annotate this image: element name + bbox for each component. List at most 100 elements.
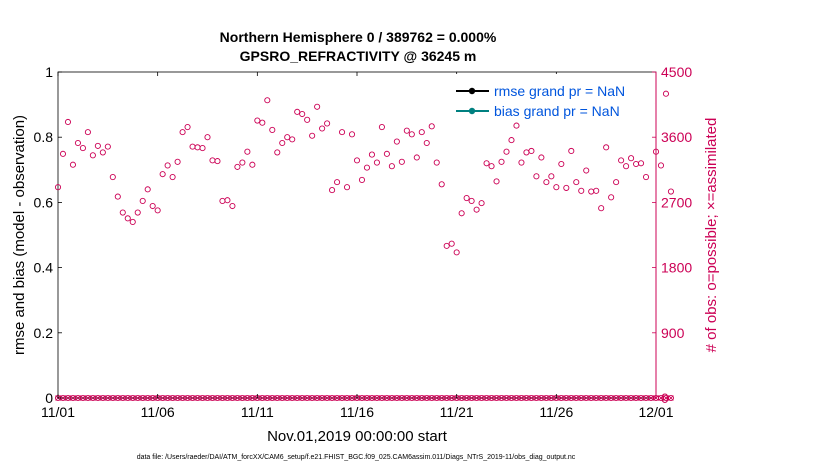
obs-assimilated-point: [468, 395, 475, 401]
x-tick-label: 11/21: [440, 404, 474, 420]
obs-assimilated-point: [359, 395, 365, 401]
obs-possible-point: [428, 123, 435, 130]
obs-possible-point: [244, 148, 251, 155]
obs-possible-point: [204, 134, 211, 141]
obs-assimilated-point: [523, 395, 530, 401]
obs-assimilated-point: [374, 395, 380, 401]
obs-possible-point: [533, 173, 540, 180]
obs-assimilated-point: [214, 395, 221, 401]
obs-assimilated-point: [249, 395, 256, 401]
obs-assimilated-point: [105, 395, 111, 401]
obs-assimilated-point: [503, 395, 510, 401]
obs-possible-point: [618, 157, 625, 164]
obs-possible-point: [144, 186, 151, 193]
obs-assimilated-point: [85, 395, 91, 401]
obs-assimilated-point: [125, 395, 131, 401]
obs-possible-point: [343, 184, 351, 191]
obs-assimilated-point: [563, 395, 570, 401]
obs-possible-point: [408, 131, 415, 138]
obs-assimilated-point: [244, 395, 251, 401]
obs-possible-point: [593, 187, 600, 194]
obs-assimilated-point: [110, 395, 116, 401]
obs-assimilated-point: [608, 395, 614, 401]
obs-possible-point: [528, 147, 535, 155]
obs-possible-point: [453, 249, 460, 256]
obs-assimilated-point: [229, 395, 236, 401]
obs-possible-point: [448, 240, 455, 247]
y-left-tick-label: 0.2: [34, 325, 54, 341]
obs-assimilated-point: [324, 395, 330, 401]
obs-possible-point: [179, 129, 186, 136]
obs-assimilated-point: [618, 395, 624, 401]
obs-possible-point: [378, 124, 385, 131]
obs-assimilated-point: [120, 395, 126, 401]
obs-possible-point: [473, 206, 480, 213]
obs-possible-point: [189, 143, 196, 150]
obs-assimilated-point: [115, 395, 121, 401]
obs-possible-point: [493, 178, 500, 185]
obs-possible-point: [642, 173, 650, 181]
obs-possible-point: [329, 187, 336, 194]
obs-possible-point: [114, 193, 121, 200]
obs-possible-point: [324, 120, 331, 127]
obs-possible-point: [388, 163, 395, 170]
obs-possible-point: [229, 202, 236, 210]
x-tick-label: 11/16: [340, 404, 374, 420]
obs-assimilated-point: [349, 395, 355, 401]
obs-possible-point: [523, 149, 530, 156]
obs-possible-point: [468, 197, 475, 205]
obs-possible-point: [563, 184, 570, 191]
obs-assimilated-point: [100, 395, 106, 401]
obs-markers: [54, 90, 675, 402]
legend-bias-label: bias grand pr = NaN: [494, 103, 620, 119]
obs-possible-point: [314, 103, 321, 110]
obs-possible-point: [219, 197, 226, 205]
obs-assimilated-point: [628, 395, 634, 401]
obs-possible-point: [269, 126, 276, 134]
obs-assimilated-point: [339, 395, 345, 401]
obs-assimilated-point: [394, 395, 400, 401]
obs-possible-point: [129, 218, 136, 226]
obs-possible-point: [638, 160, 645, 167]
obs-possible-point: [54, 184, 62, 191]
obs-assimilated-point: [488, 395, 495, 401]
obs-assimilated-point: [583, 395, 589, 401]
obs-assimilated-point: [638, 395, 644, 401]
obs-possible-point: [363, 164, 371, 171]
obs-assimilated-point: [75, 395, 81, 401]
obs-assimilated-point: [189, 395, 196, 401]
obs-possible-zero-point: [667, 394, 675, 402]
obs-assimilated-point: [294, 395, 300, 401]
obs-assimilated-point: [329, 395, 335, 401]
obs-assimilated-point: [184, 395, 191, 401]
obs-possible-point: [488, 163, 495, 170]
obs-possible-point: [608, 194, 615, 201]
obs-assimilated-point: [319, 395, 325, 401]
obs-possible-point: [119, 209, 126, 216]
obs-possible-point: [74, 139, 81, 147]
obs-assimilated-point: [344, 395, 350, 401]
obs-assimilated-point: [209, 395, 216, 401]
obs-assimilated-point: [164, 395, 171, 401]
obs-possible-point: [154, 207, 161, 214]
obs-possible-point: [184, 124, 191, 131]
obs-possible-point: [149, 202, 156, 210]
obs-assimilated-point: [90, 395, 96, 401]
obs-possible-point: [69, 161, 76, 168]
obs-assimilated-point: [334, 395, 340, 401]
y-left-tick-label: 0.4: [34, 260, 54, 276]
y-left-tick-label: 0: [45, 390, 53, 406]
obs-possible-point: [194, 144, 201, 151]
obs-assimilated-point: [299, 395, 305, 401]
obs-possible-point: [503, 148, 510, 155]
obs-assimilated-point: [60, 395, 66, 401]
obs-assimilated-point: [578, 395, 584, 401]
obs-assimilated-point: [130, 395, 136, 401]
obs-assimilated-point: [458, 395, 465, 401]
obs-possible-point: [558, 160, 565, 168]
obs-possible-point: [264, 97, 271, 104]
obs-assimilated-point: [538, 395, 545, 401]
obs-possible-point: [568, 147, 575, 155]
obs-possible-point: [443, 242, 450, 249]
